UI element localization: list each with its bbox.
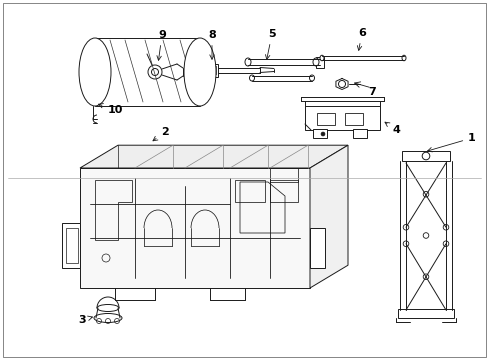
- Text: 5: 5: [265, 29, 275, 59]
- Circle shape: [403, 241, 408, 247]
- Text: 2: 2: [153, 127, 168, 141]
- Ellipse shape: [312, 58, 318, 66]
- Circle shape: [442, 224, 448, 230]
- Text: 8: 8: [208, 30, 215, 59]
- Bar: [312, 129, 326, 138]
- Polygon shape: [309, 228, 325, 268]
- Bar: [269, 168, 297, 183]
- Ellipse shape: [244, 58, 250, 66]
- Bar: [235, 180, 264, 202]
- Ellipse shape: [94, 314, 122, 323]
- Circle shape: [422, 274, 428, 280]
- Ellipse shape: [319, 55, 324, 61]
- Bar: [305, 106, 379, 130]
- Circle shape: [442, 241, 448, 247]
- Circle shape: [421, 152, 429, 160]
- Bar: [401, 151, 449, 161]
- Bar: [397, 309, 453, 318]
- Circle shape: [320, 132, 325, 136]
- Polygon shape: [62, 223, 80, 268]
- Circle shape: [422, 192, 428, 197]
- Text: 6: 6: [357, 28, 365, 50]
- Text: 10: 10: [98, 104, 122, 115]
- Ellipse shape: [401, 55, 405, 61]
- Circle shape: [422, 233, 428, 238]
- Text: 4: 4: [384, 122, 399, 135]
- Bar: [209, 66, 216, 74]
- Circle shape: [338, 81, 345, 87]
- Bar: [315, 57, 324, 68]
- Circle shape: [403, 224, 408, 230]
- Text: 9: 9: [157, 30, 165, 60]
- Ellipse shape: [249, 75, 254, 81]
- Ellipse shape: [97, 305, 119, 311]
- Polygon shape: [80, 145, 347, 168]
- Text: 7: 7: [367, 87, 375, 97]
- Ellipse shape: [79, 38, 111, 106]
- Ellipse shape: [309, 75, 314, 81]
- Ellipse shape: [183, 38, 216, 106]
- Bar: [352, 129, 366, 138]
- Bar: [316, 113, 334, 125]
- Polygon shape: [309, 145, 347, 288]
- Text: 1: 1: [427, 133, 475, 152]
- Bar: [207, 63, 218, 77]
- Circle shape: [148, 65, 162, 79]
- Polygon shape: [80, 168, 309, 288]
- Bar: [345, 113, 362, 125]
- Bar: [269, 180, 297, 202]
- Text: 3: 3: [78, 315, 92, 325]
